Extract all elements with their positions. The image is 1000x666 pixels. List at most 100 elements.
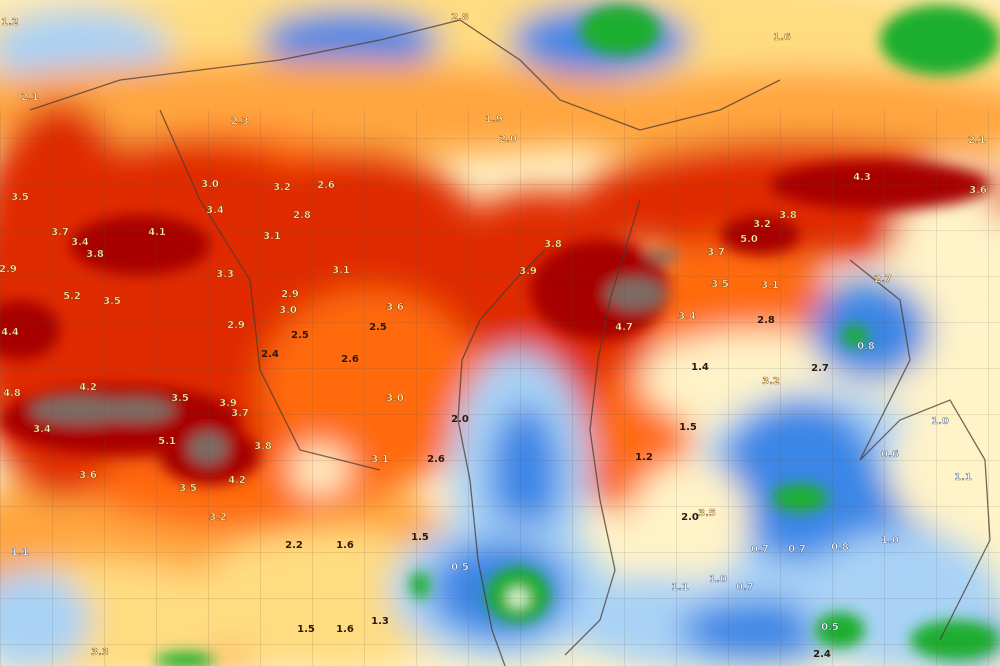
precip-value-label: 3.6 bbox=[79, 470, 97, 481]
precip-core-green bbox=[880, 5, 1000, 75]
precip-value-label: 3.5 bbox=[698, 508, 716, 519]
precip-value-label: 1.1 bbox=[671, 582, 689, 593]
precip-value-label: 2.8 bbox=[451, 12, 469, 23]
precip-value-label: 3.3 bbox=[91, 647, 109, 658]
precip-value-label: 3.9 bbox=[519, 266, 537, 277]
precip-value-label: 2.2 bbox=[285, 540, 303, 551]
precip-value-label: 1.3 bbox=[371, 616, 389, 627]
precip-value-label: 1.0 bbox=[881, 535, 899, 546]
lake-superior-shore bbox=[29, 19, 781, 131]
precip-value-label: 1.2 bbox=[1, 17, 19, 28]
precip-value-label: 5.2 bbox=[63, 291, 81, 302]
precip-value-label: 2.0 bbox=[499, 134, 517, 145]
precip-value-label: 3.5 bbox=[171, 393, 189, 404]
precip-value-label: 1.6 bbox=[336, 624, 354, 635]
precip-value-label: 3.4 bbox=[33, 424, 51, 435]
precip-value-label: 5.1 bbox=[158, 436, 176, 447]
precip-value-label: 4.2 bbox=[228, 475, 246, 486]
precip-value-label: 1.9 bbox=[485, 114, 503, 125]
precip-value-label: 2.1 bbox=[968, 135, 986, 146]
precip-value-label: 1.1 bbox=[954, 472, 972, 483]
precip-value-label: 3.7 bbox=[707, 247, 725, 258]
precip-value-label: 1.6 bbox=[773, 32, 791, 43]
lake-michigan-west-shore bbox=[457, 249, 546, 666]
precip-value-label: 3.5 bbox=[711, 279, 729, 290]
precip-value-label: 2.1 bbox=[21, 92, 39, 103]
precip-value-label: 1.1 bbox=[11, 547, 29, 558]
precip-value-label: 2.6 bbox=[317, 180, 335, 191]
state-border-wi-mn bbox=[159, 109, 381, 471]
precip-value-label: 3.2 bbox=[753, 219, 771, 230]
precip-value-label: 3.4 bbox=[71, 237, 89, 248]
precip-value-label: 4.7 bbox=[615, 322, 633, 333]
precip-value-label: 2.0 bbox=[681, 512, 699, 523]
precip-value-label: 2.6 bbox=[427, 454, 445, 465]
precip-value-label: 4.1 bbox=[148, 227, 166, 238]
precip-value-label: 3.0 bbox=[201, 179, 219, 190]
precip-value-label: 3.5 bbox=[11, 192, 29, 203]
precip-value-label: 2.0 bbox=[451, 414, 469, 425]
precip-value-label: 2.4 bbox=[261, 349, 279, 360]
precip-value-label: 3.9 bbox=[219, 398, 237, 409]
precip-value-label: 2.9 bbox=[0, 264, 17, 275]
precip-value-label: 1.2 bbox=[635, 452, 653, 463]
precip-value-label: 2.8 bbox=[757, 315, 775, 326]
precip-value-label: 3.6 bbox=[969, 185, 987, 196]
precip-value-label: 4.2 bbox=[79, 382, 97, 393]
precip-value-label: 3.5 bbox=[179, 483, 197, 494]
precip-value-label: 3.8 bbox=[254, 441, 272, 452]
precip-value-label: 2.9 bbox=[227, 320, 245, 331]
precip-value-label: 2.3 bbox=[231, 116, 249, 127]
precip-value-label: 1.5 bbox=[411, 532, 429, 543]
precip-value-label: 3.4 bbox=[678, 311, 696, 322]
precip-value-label: 4.3 bbox=[853, 172, 871, 183]
precip-value-label: 2.5 bbox=[291, 330, 309, 341]
precip-value-label: 3.7 bbox=[51, 227, 69, 238]
precip-value-label: 0.7 bbox=[788, 544, 806, 555]
precip-value-label: 3.3 bbox=[216, 269, 234, 280]
precip-value-label: 2.9 bbox=[281, 289, 299, 300]
precip-value-label: 3.1 bbox=[371, 454, 389, 465]
precip-value-label: 1.5 bbox=[679, 422, 697, 433]
precip-value-label: 2.8 bbox=[293, 210, 311, 221]
precip-value-label: 3.2 bbox=[762, 376, 780, 387]
precip-value-label: 2.6 bbox=[341, 354, 359, 365]
precip-value-label: 0.8 bbox=[857, 341, 875, 352]
lake-michigan-east-shore bbox=[564, 199, 641, 656]
precip-value-label: 2.4 bbox=[813, 649, 831, 660]
precip-value-label: 5.0 bbox=[740, 234, 758, 245]
precip-value-label: 3.5 bbox=[103, 296, 121, 307]
precip-value-label: 1.0 bbox=[931, 416, 949, 427]
precip-value-label: 0.5 bbox=[451, 562, 469, 573]
precip-value-label: 2.7 bbox=[811, 363, 829, 374]
precip-value-label: 1.0 bbox=[709, 574, 727, 585]
precip-value-label: 2.5 bbox=[369, 322, 387, 333]
precip-value-label: 1.5 bbox=[297, 624, 315, 635]
precip-value-label: 0.7 bbox=[751, 544, 769, 555]
precip-core-green bbox=[580, 5, 660, 55]
precip-value-label: 3.0 bbox=[279, 305, 297, 316]
precip-value-label: 0.8 bbox=[831, 542, 849, 553]
precip-value-label: 1.6 bbox=[336, 540, 354, 551]
precip-value-label: 1.4 bbox=[691, 362, 709, 373]
precip-value-label: 3.1 bbox=[761, 280, 779, 291]
precip-value-label: 3.4 bbox=[206, 205, 224, 216]
precip-value-label: 0.6 bbox=[881, 449, 899, 460]
precip-value-label: 3.6 bbox=[386, 302, 404, 313]
precip-value-label: 3.8 bbox=[779, 210, 797, 221]
precip-value-label: 4.4 bbox=[1, 327, 19, 338]
county-grid bbox=[0, 110, 1000, 666]
lake-huron-shore bbox=[849, 259, 991, 641]
precip-value-label: 4.8 bbox=[3, 388, 21, 399]
precip-value-label: 0.5 bbox=[821, 622, 839, 633]
precip-value-label: 3.1 bbox=[263, 231, 281, 242]
precip-value-label: 3.8 bbox=[86, 249, 104, 260]
precip-value-label: 3.8 bbox=[544, 239, 562, 250]
precip-value-label: 3.2 bbox=[273, 182, 291, 193]
precip-value-label: 2.7 bbox=[874, 274, 892, 285]
precip-value-label: 0.7 bbox=[736, 582, 754, 593]
precip-value-label: 3.2 bbox=[209, 512, 227, 523]
precip-value-label: 3.7 bbox=[231, 408, 249, 419]
